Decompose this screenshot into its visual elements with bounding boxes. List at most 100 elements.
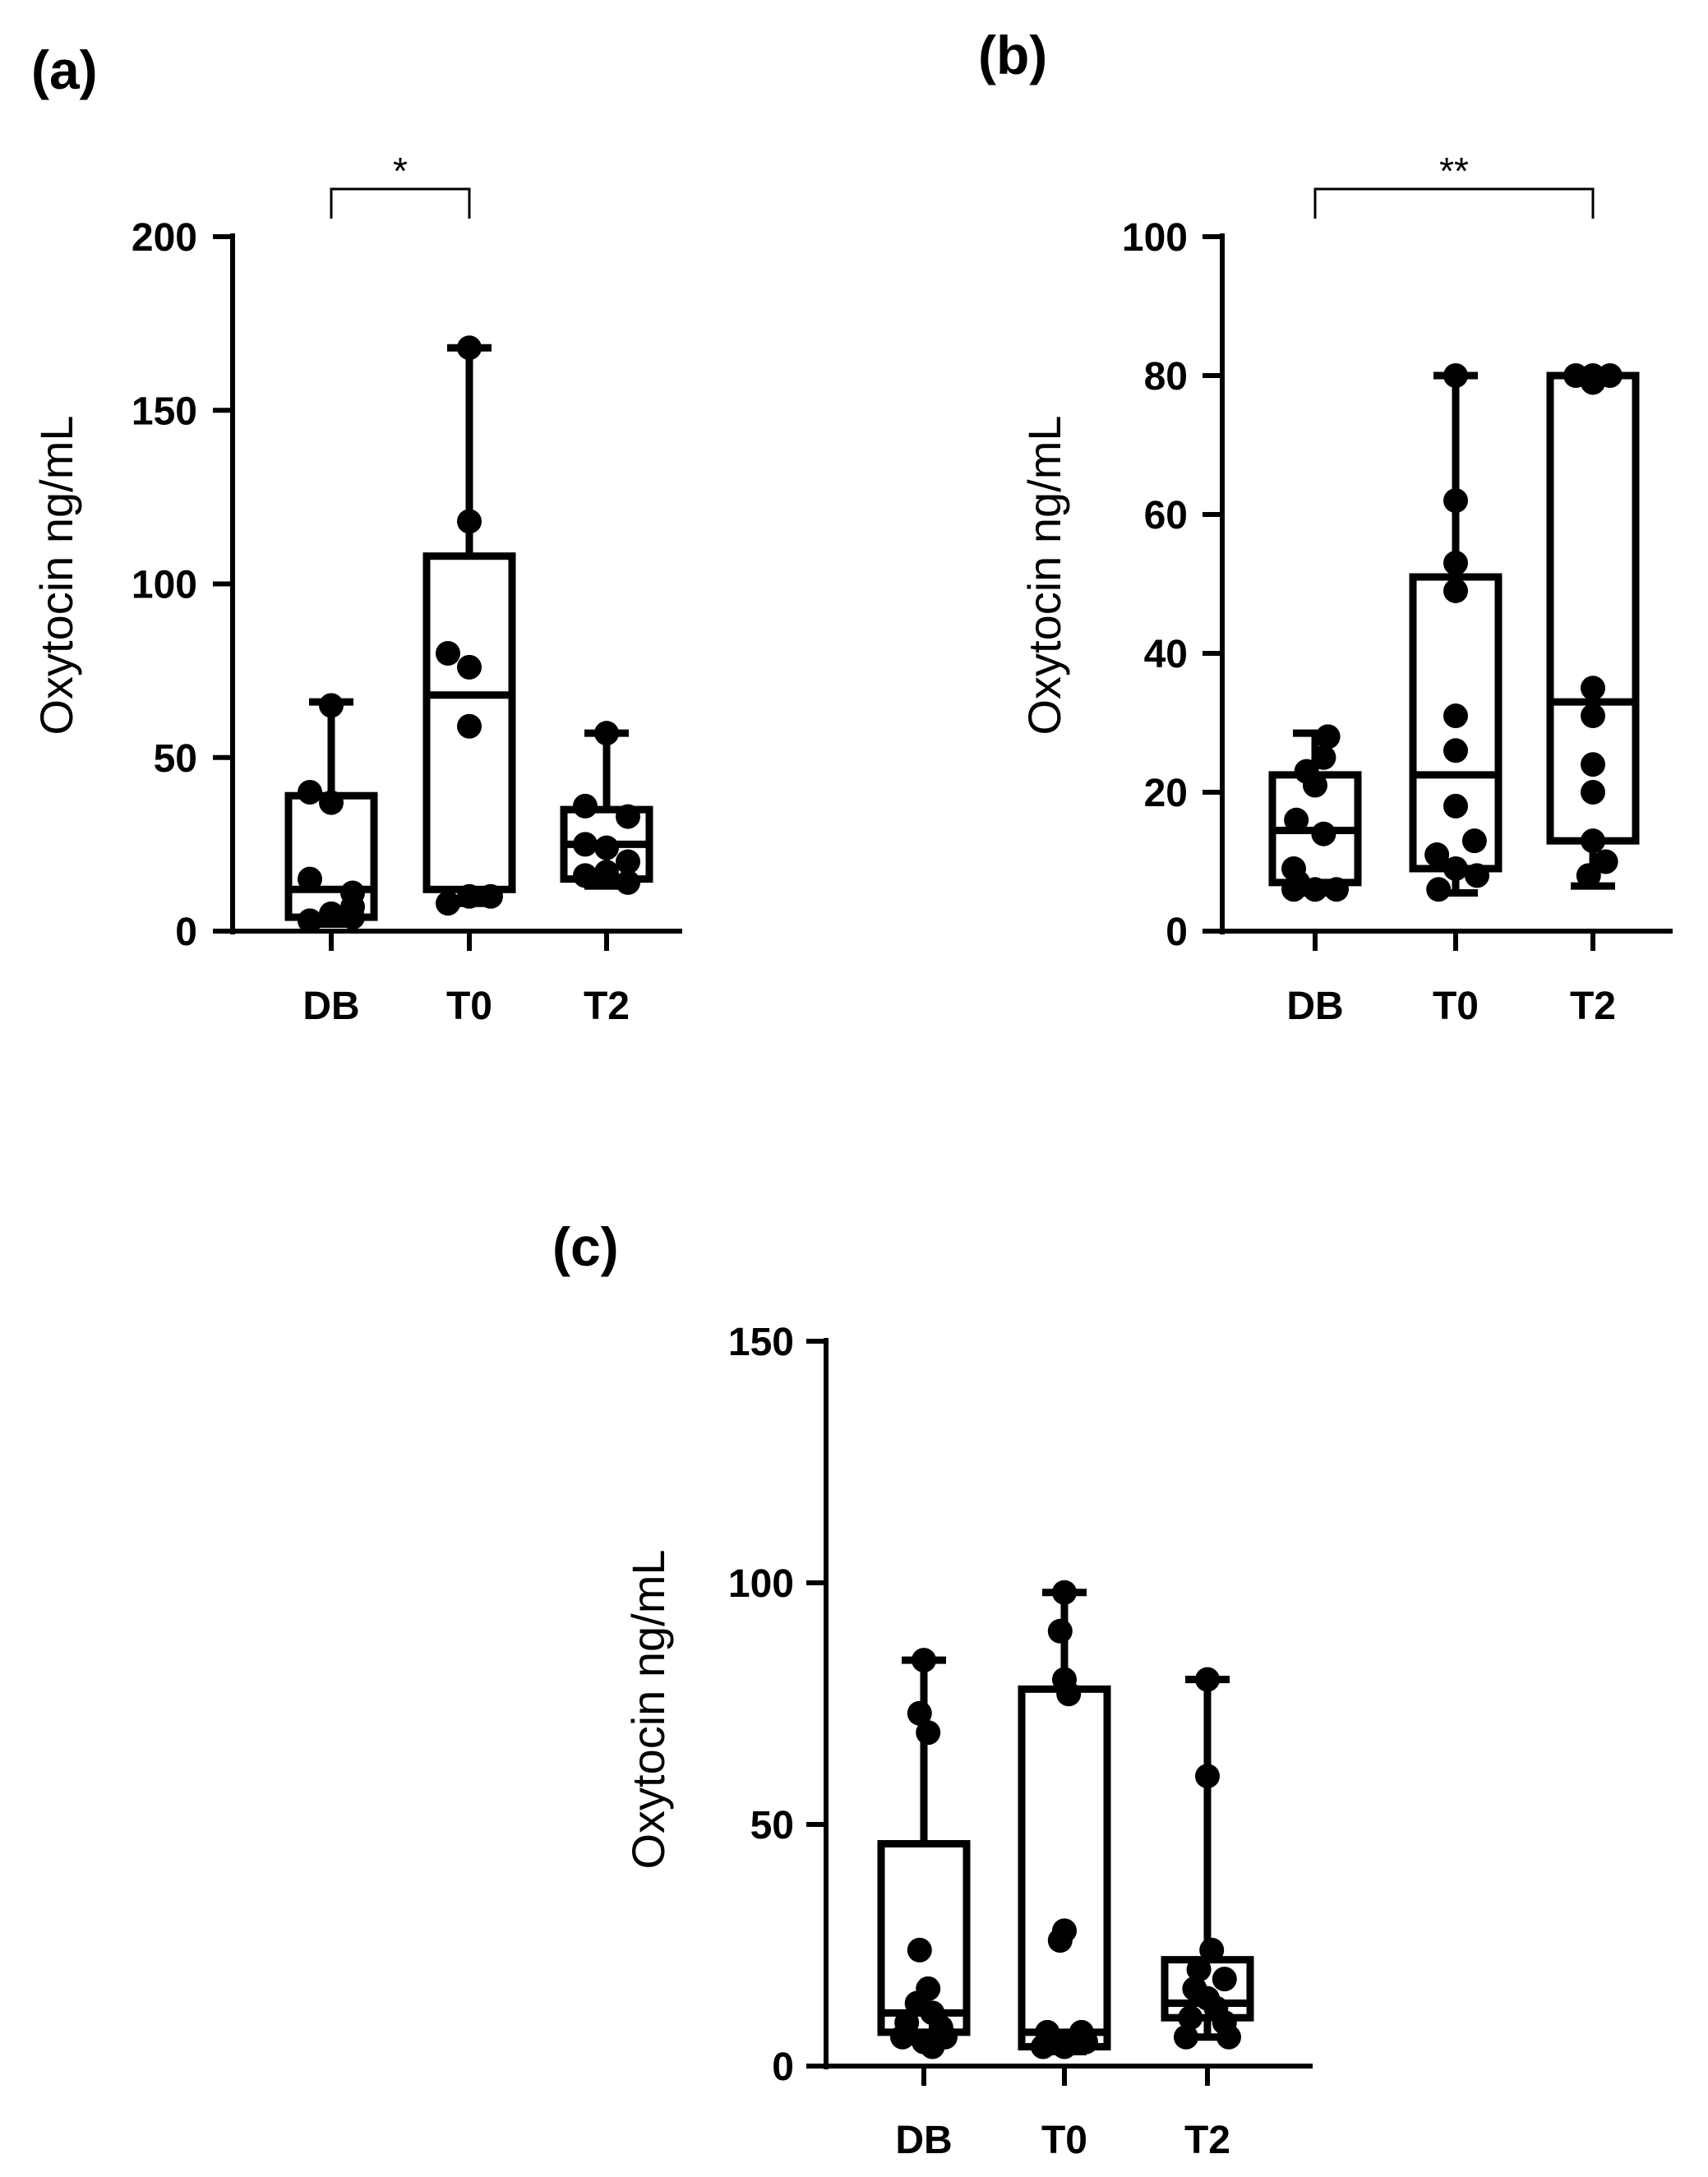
panel-a-category-label: T0 <box>446 985 492 1028</box>
panel-a-data-point <box>616 849 640 874</box>
panel-a-data-point <box>340 905 365 930</box>
panel-a-y-tick-label: 100 <box>132 564 197 607</box>
panel-b-data-point <box>1581 752 1605 777</box>
panel-b-data-point <box>1593 849 1618 874</box>
panel-a: (a) Oxytocin ng/mL 0 50 100 150 200 DB T0 T2 * <box>30 39 682 1028</box>
panel-c-data-point <box>1031 2034 1055 2059</box>
panel-c-data-point <box>1047 1618 1073 1644</box>
panel-c: (c) Oxytocin ng/mL 0 50 100 150 DB T0 T2 <box>552 1216 1313 2162</box>
panel-b-data-point <box>1443 856 1468 881</box>
significance-label: ** <box>1439 150 1469 192</box>
panel-b-data-point <box>1461 828 1487 854</box>
panel-a-data-point <box>457 883 482 909</box>
panel-a-data-point <box>298 780 322 805</box>
panel-a-data-point <box>594 721 619 746</box>
panel-c-y-axis-title: Oxytocin ng/mL <box>622 1549 674 1869</box>
panel-a-data-point <box>594 860 619 885</box>
panel-b-data-point <box>1443 488 1468 514</box>
panel-c-data-point <box>920 2034 945 2059</box>
panel-a-data-point <box>319 693 344 718</box>
panel-a-y-tick-label: 50 <box>154 737 197 781</box>
panel-a-data-point <box>457 335 482 361</box>
panel-b-data-point <box>1581 370 1605 395</box>
panel-c-y-tick-label: 100 <box>728 1562 794 1606</box>
panel-b-data-point <box>1443 793 1468 819</box>
panel-b-data-point <box>1581 703 1605 729</box>
panel-c-data-point <box>1056 1681 1082 1707</box>
panel-b-data-point <box>1581 828 1605 854</box>
panel-a-data-point <box>457 654 482 680</box>
panel-a-data-point <box>319 790 344 815</box>
panel-a-y-tick-label: 0 <box>175 911 197 954</box>
panel-c-data-point <box>1212 1967 1237 1992</box>
panel-b-y-tick-label: 100 <box>1122 216 1188 260</box>
panel-b-data-point <box>1303 773 1327 798</box>
panel-c-data-point <box>916 1720 941 1746</box>
panel-b-data-point <box>1315 724 1341 749</box>
panel-b-data-point <box>1284 807 1309 833</box>
panel-c-category-label: T2 <box>1184 2119 1230 2162</box>
panel-b-y-tick-label: 60 <box>1144 494 1188 537</box>
panel-a-data-point <box>457 713 482 739</box>
panel-a-data-point <box>594 835 619 860</box>
panel-b-data-point <box>1443 703 1468 729</box>
panel-a-category-label: DB <box>302 985 359 1028</box>
panel-c-data-point <box>1052 2034 1077 2059</box>
panel-a-data-point <box>457 509 482 534</box>
panel-b-plot: 0 20 40 60 80 100 DB T0 T2 ** <box>1122 150 1673 1028</box>
panel-c-data-point <box>907 1937 932 1963</box>
panel-c-y-tick-label: 0 <box>772 2046 794 2089</box>
panel-c-data-point <box>1073 2029 1098 2055</box>
panel-a-data-point <box>478 883 503 909</box>
panel-a-data-point <box>573 793 598 819</box>
panel-a-data-point <box>436 641 460 666</box>
panel-b-data-point <box>1281 877 1306 902</box>
panel-c-label: (c) <box>552 1216 619 1277</box>
panel-c-y-tick-label: 50 <box>750 1804 794 1847</box>
panel-a-y-axis-title: Oxytocin ng/mL <box>30 415 82 735</box>
panel-b-data-point <box>1443 738 1468 763</box>
panel-a-data-point <box>573 832 598 857</box>
panel-b-data-point <box>1465 863 1489 888</box>
panel-b-y-tick-label: 0 <box>1166 911 1188 954</box>
significance-label: * <box>393 150 408 192</box>
panel-b-significance-bracket: ** <box>1313 150 1595 219</box>
panel-a-category-label: T2 <box>584 985 630 1028</box>
panel-c-data-point <box>1195 1764 1220 1789</box>
panel-b-category-label: DB <box>1286 985 1343 1028</box>
panel-a-plot: 0 50 100 150 200 DB T0 T2 * <box>132 150 682 1028</box>
bracket-line <box>330 187 471 219</box>
panel-c-plot: 0 50 100 150 DB T0 T2 <box>728 1321 1313 2162</box>
panel-c-data-point <box>1199 1937 1225 1963</box>
panel-b-data-point <box>1311 821 1336 846</box>
panel-b-data-point <box>1424 842 1450 868</box>
panel-b-data-point <box>1324 877 1349 902</box>
panel-b-data-point <box>1443 551 1468 576</box>
panel-b-y-tick-label: 40 <box>1144 633 1188 676</box>
panel-a-data-point <box>573 863 598 888</box>
panel-b-y-axis-title: Oxytocin ng/mL <box>1018 415 1070 735</box>
panel-a-significance-bracket: * <box>330 150 471 219</box>
panel-b-category-label: T2 <box>1570 985 1616 1028</box>
panel-b-data-point <box>1303 877 1327 902</box>
bracket-line <box>1313 187 1595 219</box>
panel-b-category-label: T0 <box>1433 985 1479 1028</box>
panel-b: (b) Oxytocin ng/mL 0 20 40 60 80 100 DB T0 T2 ** <box>978 25 1673 1028</box>
panel-c-data-point <box>1186 1957 1212 1982</box>
panel-b-data-point <box>1443 578 1468 603</box>
panel-c-y-tick-label: 150 <box>728 1321 794 1364</box>
panel-a-y-tick-label: 150 <box>132 390 197 433</box>
panel-b-data-point <box>1576 863 1601 888</box>
panel-a-data-point <box>298 866 322 892</box>
panel-b-label: (b) <box>978 25 1047 85</box>
panel-a-data-point <box>298 908 322 934</box>
panel-c-data-point <box>1174 2024 1198 2050</box>
panel-a-y-tick-label: 200 <box>132 216 197 260</box>
panel-c-box-t2 <box>1161 1676 1254 2041</box>
panel-c-data-point <box>890 2024 915 2050</box>
panel-c-category-label: DB <box>895 2119 952 2162</box>
panel-c-data-point <box>1178 2005 1203 2031</box>
panel-c-data-point <box>1216 2024 1241 2050</box>
